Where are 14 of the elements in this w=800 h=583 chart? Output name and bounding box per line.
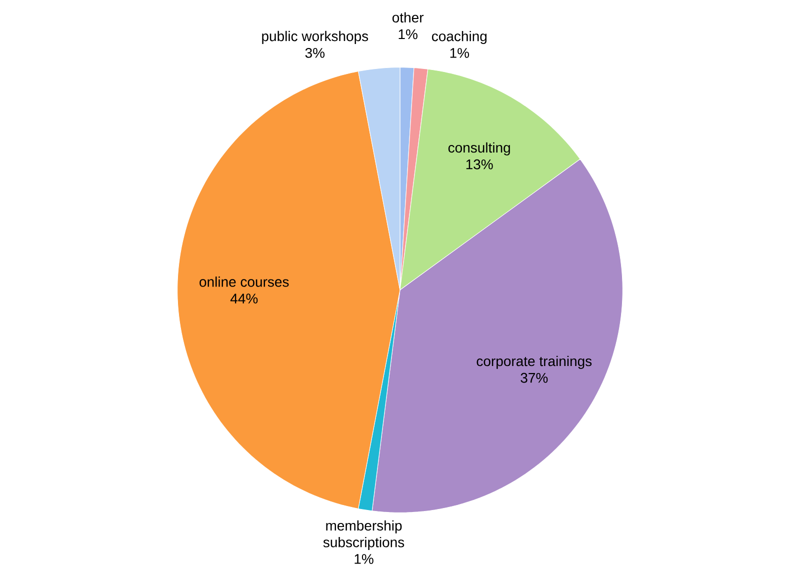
data-label: 37% bbox=[520, 372, 548, 383]
slice-label: online courses bbox=[200, 276, 289, 287]
data-label: 13% bbox=[466, 159, 493, 170]
data-label: 3% bbox=[305, 48, 325, 58]
slice-label: consulting bbox=[448, 142, 510, 156]
data-label: 1% bbox=[450, 48, 470, 58]
slice-label: membership subscriptions bbox=[323, 520, 404, 550]
data-label: 1% bbox=[398, 29, 418, 40]
data-label: 44% bbox=[230, 294, 258, 304]
data-label: 1% bbox=[354, 554, 374, 564]
slice-label: coaching bbox=[432, 30, 487, 44]
slice-label: public workshops bbox=[262, 30, 368, 44]
slice-label: other bbox=[392, 12, 424, 23]
slice-label: corporate trainings bbox=[476, 356, 592, 369]
